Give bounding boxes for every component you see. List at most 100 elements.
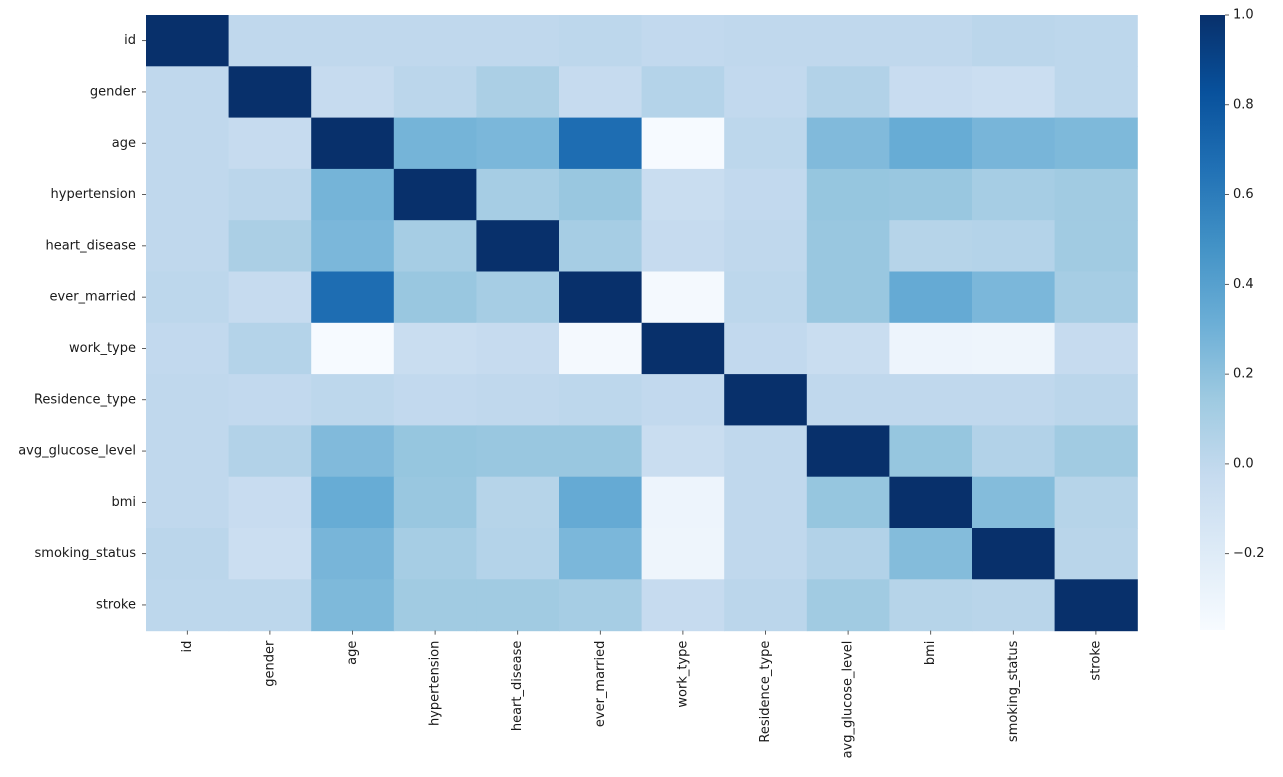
heatmap-cell-heart_disease-avg_glucose_level: [806, 220, 890, 273]
heatmap-cell-age-stroke: [1054, 117, 1138, 170]
heatmap-cell-id-id: [146, 15, 230, 67]
heatmap-cell-ever_married-heart_disease: [476, 271, 560, 324]
heatmap-cell-stroke-hypertension: [393, 579, 477, 632]
heatmap-cell-hypertension-stroke: [1054, 168, 1138, 221]
heatmap-cell-smoking_status-hypertension: [393, 528, 477, 580]
heatmap-cell-Residence_type-smoking_status: [972, 374, 1056, 426]
colorbar-tick-label: 0.4: [1233, 277, 1254, 292]
heatmap-cell-stroke-work_type: [641, 579, 725, 632]
heatmap-cell-gender-Residence_type: [724, 66, 808, 119]
heatmap-cell-Residence_type-gender: [228, 374, 312, 426]
heatmap-cell-Residence_type-heart_disease: [476, 374, 560, 426]
x-tick-label: age: [345, 641, 360, 665]
heatmap-cell-bmi-avg_glucose_level: [806, 476, 890, 529]
heatmap-cell-bmi-bmi: [889, 476, 973, 529]
heatmap-cell-hypertension-Residence_type: [724, 168, 808, 221]
heatmap-cell-age-bmi: [889, 117, 973, 170]
heatmap-cell-age-smoking_status: [972, 117, 1056, 170]
heatmap-cell-work_type-work_type: [641, 322, 725, 375]
heatmap-cell-gender-gender: [228, 66, 312, 119]
heatmap-cell-smoking_status-avg_glucose_level: [806, 528, 890, 580]
heatmap-cell-id-work_type: [641, 15, 725, 67]
heatmap-cell-avg_glucose_level-stroke: [1054, 425, 1138, 478]
heatmap-cell-ever_married-gender: [228, 271, 312, 324]
heatmap-cell-id-hypertension: [393, 15, 477, 67]
heatmap-cell-ever_married-hypertension: [393, 271, 477, 324]
heatmap-cell-ever_married-avg_glucose_level: [806, 271, 890, 324]
heatmap-cell-bmi-gender: [228, 476, 312, 529]
heatmap-cell-gender-avg_glucose_level: [806, 66, 890, 119]
y-axis-ticks: id gender age hypertension heart_diseaseever…: [18, 33, 146, 612]
heatmap-cell-smoking_status-age: [311, 528, 395, 580]
y-tick-label: work_type: [69, 341, 136, 356]
heatmap-cell-gender-work_type: [641, 66, 725, 119]
heatmap-cell-work_type-heart_disease: [476, 322, 560, 375]
heatmap-cell-id-bmi: [889, 15, 973, 67]
heatmap-cell-smoking_status-bmi: [889, 528, 973, 580]
heatmap-cell-avg_glucose_level-avg_glucose_level: [806, 425, 890, 478]
x-tick-label: hypertension: [428, 641, 443, 726]
x-axis-ticks: id gender age hypertension heart_disease ever…: [180, 630, 1103, 759]
heatmap-cell-bmi-stroke: [1054, 476, 1138, 529]
heatmap-cell-heart_disease-work_type: [641, 220, 725, 273]
heatmap-cell-age-hypertension: [393, 117, 477, 170]
heatmap-cell-ever_married-smoking_status: [972, 271, 1056, 324]
heatmap-cell-Residence_type-ever_married: [559, 374, 643, 426]
heatmap-cell-stroke-stroke: [1054, 579, 1138, 632]
heatmap-cell-avg_glucose_level-hypertension: [393, 425, 477, 478]
heatmap-cell-id-stroke: [1054, 15, 1138, 67]
heatmap-cell-heart_disease-id: [146, 220, 230, 273]
heatmap-cell-gender-smoking_status: [972, 66, 1056, 119]
heatmap-cell-gender-age: [311, 66, 395, 119]
heatmap-cell-bmi-age: [311, 476, 395, 529]
x-tick-label: id: [180, 641, 195, 653]
heatmap-cell-heart_disease-stroke: [1054, 220, 1138, 273]
y-tick-label: smoking_status: [35, 546, 137, 561]
heatmap-cell-gender-stroke: [1054, 66, 1138, 119]
x-tick-label: smoking_status: [1006, 640, 1021, 742]
y-tick-label: bmi: [111, 495, 136, 510]
heatmap-cell-heart_disease-smoking_status: [972, 220, 1056, 273]
heatmap-cell-hypertension-work_type: [641, 168, 725, 221]
heatmap-cell-gender-hypertension: [393, 66, 477, 119]
colorbar: 1.0 0.8 0.6 0.4 0.2 0.0 −0.2: [1200, 8, 1265, 630]
heatmap-cell-smoking_status-stroke: [1054, 528, 1138, 580]
heatmap-cell-smoking_status-heart_disease: [476, 528, 560, 580]
heatmap-cell-avg_glucose_level-gender: [228, 425, 312, 478]
heatmap-cell-gender-bmi: [889, 66, 973, 119]
heatmap-cell-age-work_type: [641, 117, 725, 170]
heatmap-cell-bmi-heart_disease: [476, 476, 560, 529]
x-tick-label: heart_disease: [510, 641, 525, 732]
heatmap-cell-Residence_type-avg_glucose_level: [806, 374, 890, 426]
heatmap-cell-smoking_status-ever_married: [559, 528, 643, 580]
y-tick-label: heart_disease: [45, 238, 136, 253]
x-tick-label: avg_glucose_level: [841, 641, 856, 759]
x-tick-label: work_type: [675, 641, 690, 708]
colorbar-tick-label: −0.2: [1233, 546, 1265, 561]
heatmap-cell-gender-id: [146, 66, 230, 119]
heatmap-cell-ever_married-stroke: [1054, 271, 1138, 324]
y-tick-label: hypertension: [51, 187, 136, 202]
heatmap-cell-bmi-id: [146, 476, 230, 529]
heatmap-cell-Residence_type-age: [311, 374, 395, 426]
heatmap-cell-id-heart_disease: [476, 15, 560, 67]
heatmap-cell-hypertension-heart_disease: [476, 168, 560, 221]
heatmap-cell-avg_glucose_level-age: [311, 425, 395, 478]
heatmap-cell-ever_married-id: [146, 271, 230, 324]
heatmap-cell-smoking_status-Residence_type: [724, 528, 808, 580]
heatmap-cell-work_type-stroke: [1054, 322, 1138, 375]
heatmap-cell-heart_disease-Residence_type: [724, 220, 808, 273]
heatmap-cell-work_type-ever_married: [559, 322, 643, 375]
heatmap-cell-heart_disease-hypertension: [393, 220, 477, 273]
heatmap-cell-ever_married-work_type: [641, 271, 725, 324]
heatmap-cell-id-gender: [228, 15, 312, 67]
heatmap-cell-hypertension-hypertension: [393, 168, 477, 221]
heatmap-cell-avg_glucose_level-id: [146, 425, 230, 478]
heatmap-cell-work_type-id: [146, 322, 230, 375]
heatmap-cell-avg_glucose_level-smoking_status: [972, 425, 1056, 478]
heatmap-cell-stroke-avg_glucose_level: [806, 579, 890, 632]
y-tick-label: stroke: [96, 597, 136, 612]
heatmap-cell-bmi-work_type: [641, 476, 725, 529]
